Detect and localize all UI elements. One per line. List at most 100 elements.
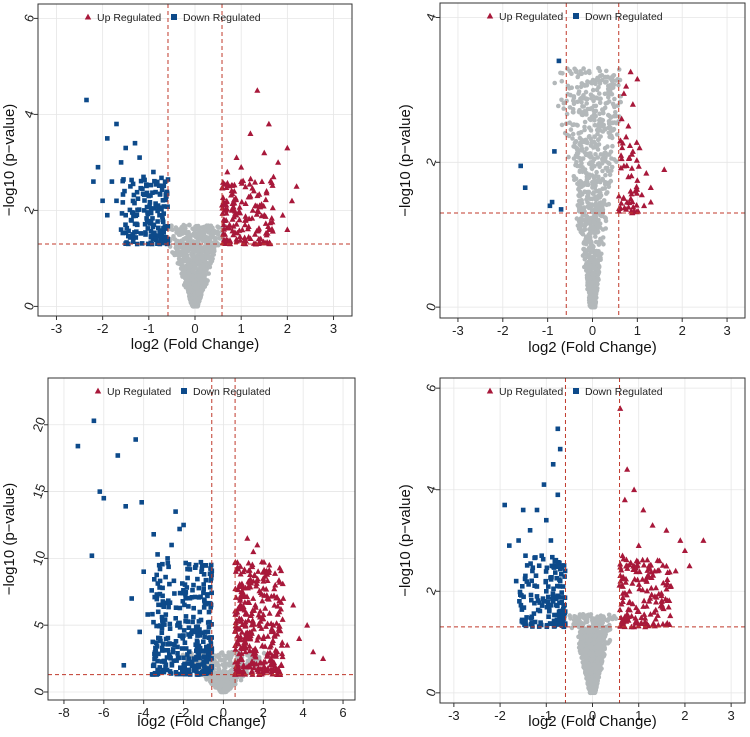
down-point — [532, 619, 538, 625]
down-point — [197, 632, 203, 637]
up-point — [261, 592, 268, 598]
ns-point — [583, 251, 589, 256]
up-point — [259, 642, 266, 649]
legend-up-marker — [94, 387, 102, 394]
ns-point — [604, 79, 609, 84]
down-point — [156, 635, 161, 641]
down-point — [145, 211, 151, 217]
up-point — [644, 621, 651, 628]
down-point — [189, 663, 195, 669]
up-point — [320, 655, 327, 661]
up-point — [262, 220, 269, 226]
up-point — [647, 184, 654, 191]
down-point — [529, 597, 534, 603]
ns-point — [578, 614, 584, 619]
up-point — [242, 584, 249, 591]
up-point — [624, 199, 631, 205]
up-point — [622, 579, 629, 585]
up-point — [236, 216, 243, 223]
down-point — [118, 160, 124, 165]
legend: Up Regulated Down Regulated — [84, 12, 261, 24]
ns-point — [577, 156, 583, 161]
legend: Up Regulated Down Regulated — [94, 386, 271, 398]
down-point — [544, 565, 550, 571]
ns-point — [573, 153, 579, 159]
down-point — [160, 198, 166, 203]
ns-point — [593, 103, 599, 109]
ns-point — [593, 81, 598, 87]
ns-point — [575, 99, 580, 105]
ns-point — [604, 202, 609, 208]
x-axis-title: log2 (Fold Change) — [131, 336, 259, 353]
up-point — [246, 642, 253, 649]
up-point — [659, 562, 666, 568]
up-point — [617, 572, 624, 578]
down-point — [203, 601, 209, 607]
down-point — [91, 418, 97, 424]
down-point — [523, 619, 528, 625]
down-point — [198, 594, 203, 600]
up-point — [296, 635, 303, 641]
ns-point — [229, 683, 235, 689]
ns-point — [584, 146, 589, 151]
up-point — [628, 165, 635, 171]
down-point — [174, 671, 180, 677]
ns-point — [579, 623, 585, 629]
up-point — [630, 566, 637, 573]
down-point — [161, 225, 166, 231]
down-point — [207, 585, 213, 590]
up-point — [273, 666, 280, 672]
up-point — [245, 193, 252, 200]
up-point — [230, 231, 237, 238]
legend-up-marker — [486, 12, 494, 19]
ns-point — [595, 614, 600, 619]
down-point — [166, 598, 171, 603]
down-point — [197, 609, 203, 615]
down-point — [127, 207, 133, 213]
ns-point — [261, 650, 267, 656]
x-tick-label: -8 — [58, 705, 70, 720]
ns-point — [576, 193, 582, 199]
down-point — [151, 532, 156, 537]
up-point — [243, 630, 250, 637]
ns-point — [208, 235, 214, 241]
up-point — [230, 213, 237, 220]
down-point — [163, 665, 168, 670]
legend: Up Regulated Down Regulated — [486, 386, 663, 398]
down-point — [561, 613, 567, 619]
ns-point — [603, 172, 608, 178]
down-point — [552, 149, 557, 154]
x-tick-label: 2 — [260, 705, 267, 720]
up-point — [251, 231, 259, 237]
ns-point — [611, 126, 617, 132]
ns-point — [187, 222, 192, 228]
down-point — [522, 185, 528, 190]
ns-point — [193, 286, 198, 291]
up-point — [279, 616, 286, 622]
ns-point — [605, 627, 610, 632]
up-point — [640, 561, 647, 568]
ns-point — [581, 93, 586, 98]
up-point — [226, 237, 234, 243]
down-point — [160, 219, 166, 225]
ns-point — [179, 258, 184, 264]
down-point — [155, 658, 160, 664]
up-point — [249, 607, 256, 614]
ns-point — [596, 624, 602, 630]
ns-point — [201, 224, 207, 230]
up-point — [226, 224, 233, 231]
up-point — [229, 182, 236, 188]
ns-point — [574, 159, 579, 165]
up-point — [622, 575, 630, 582]
up-point — [241, 593, 248, 599]
ns-point — [590, 87, 596, 93]
up-point — [264, 633, 271, 639]
up-point — [628, 172, 635, 179]
ns-point — [585, 106, 591, 112]
ns-point — [596, 251, 602, 257]
down-point — [134, 212, 140, 217]
down-point — [186, 632, 191, 637]
up-point — [284, 144, 291, 151]
down-point — [181, 628, 187, 633]
down-point — [555, 492, 561, 498]
